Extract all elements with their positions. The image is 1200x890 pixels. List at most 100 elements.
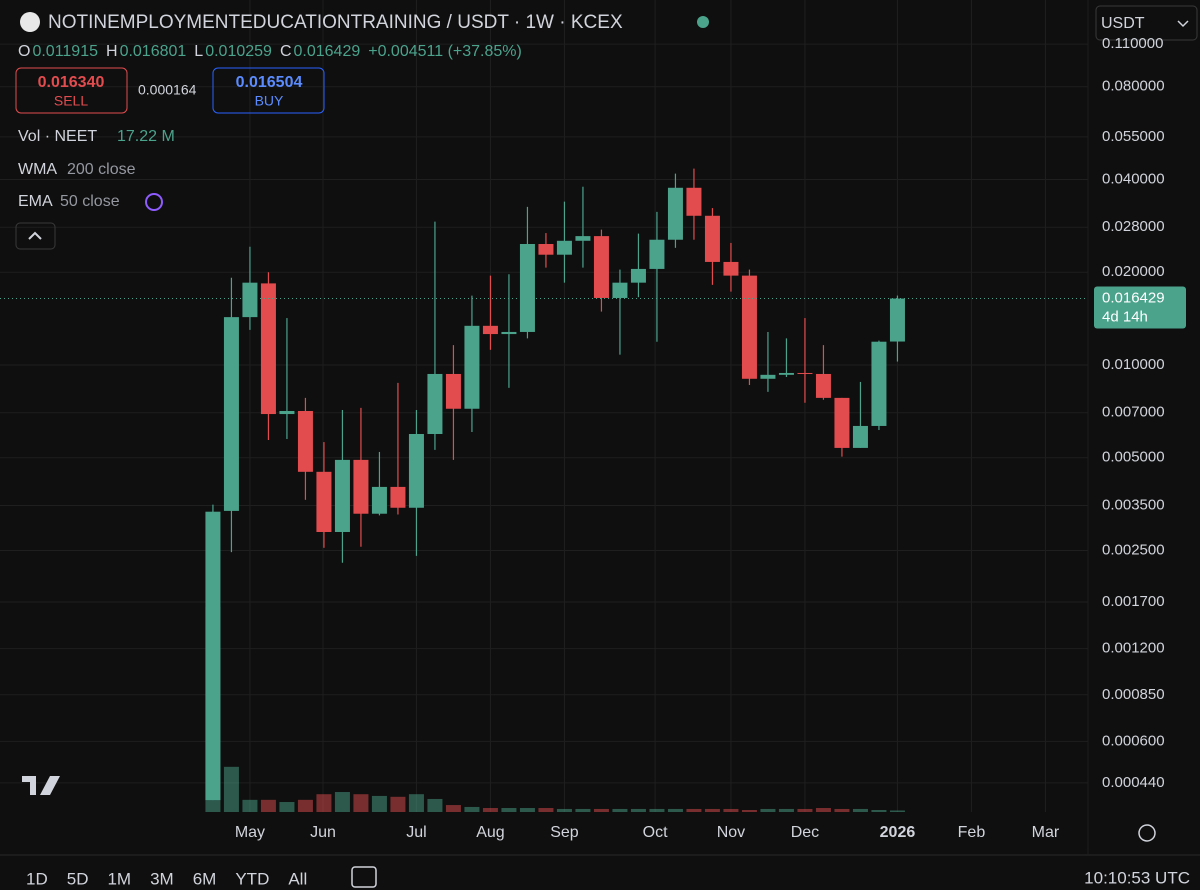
candle-body <box>760 374 776 379</box>
volume-bar <box>834 808 850 812</box>
x-tick-label: Nov <box>717 824 745 841</box>
buy-price[interactable]: 0.016504 <box>236 74 303 91</box>
indicator-value: 50 close <box>60 193 120 210</box>
symbol: NOTINEMPLOYMENTEDUCATIONTRAINING / USDT … <box>48 12 623 33</box>
candle-body <box>464 325 480 409</box>
collapse-icon <box>28 231 42 240</box>
y-tick-label: 0.001700 <box>1102 593 1165 610</box>
range-button[interactable]: 3M <box>150 869 174 888</box>
candle-body <box>297 410 313 472</box>
volume-bar <box>371 795 387 812</box>
volume-bar <box>852 808 868 812</box>
clock: 10:10:53 UTC <box>1084 868 1190 887</box>
ohlc-value: 0.011915 <box>32 43 98 60</box>
volume-bar <box>538 808 554 812</box>
spread: 0.000164 <box>138 82 197 98</box>
y-tick-label: 0.010000 <box>1102 356 1165 373</box>
candle-body <box>205 511 221 801</box>
x-tick-label: Oct <box>643 824 668 841</box>
volume-bar <box>242 799 258 812</box>
volume-bar <box>649 808 665 812</box>
sell-button[interactable] <box>15 67 128 114</box>
buy-label[interactable]: BUY <box>255 93 284 109</box>
range-button[interactable]: YTD <box>235 869 269 888</box>
y-tick-label: 0.001200 <box>1102 640 1165 657</box>
ohlc-key: C <box>280 43 292 60</box>
range-button[interactable]: All <box>288 869 307 888</box>
x-tick-label: Jun <box>310 824 336 841</box>
volume-bar <box>297 799 313 812</box>
y-tick-label: 0.028000 <box>1102 218 1165 235</box>
sell-price[interactable]: 0.016340 <box>38 74 105 91</box>
last-price-box <box>1094 286 1186 329</box>
indicator-name[interactable]: EMA <box>18 193 53 210</box>
ohlc-key: H <box>106 43 118 60</box>
currency-select[interactable] <box>1095 5 1198 41</box>
candle-body <box>316 471 332 532</box>
volume-bar <box>723 808 739 812</box>
y-tick-label: 0.020000 <box>1102 263 1165 280</box>
indicator-name[interactable]: WMA <box>18 161 57 178</box>
candle-body <box>353 459 369 514</box>
buy-button[interactable] <box>212 67 325 114</box>
candle-body <box>612 282 628 298</box>
y-tick-label: 0.080000 <box>1102 78 1165 95</box>
volume-bar <box>223 766 239 812</box>
sell-label[interactable]: SELL <box>54 93 88 109</box>
logo <box>22 776 60 795</box>
y-tick-label: 0.002500 <box>1102 541 1165 558</box>
y-tick-label: 0.007000 <box>1102 404 1165 421</box>
change: +0.004511 (+37.85%) <box>368 43 522 60</box>
volume-bar <box>612 808 628 812</box>
candle-body <box>630 268 646 283</box>
volume-bar <box>556 808 572 812</box>
settings-icon[interactable] <box>1138 824 1156 842</box>
candle-body <box>334 459 350 532</box>
ohlc-value: 0.016429 <box>294 43 361 60</box>
y-tick-label: 0.003500 <box>1102 496 1165 513</box>
y-tick-label: 0.040000 <box>1102 170 1165 187</box>
volume-bar <box>501 808 517 812</box>
volume-bar <box>575 808 591 812</box>
volume-bar <box>760 808 776 812</box>
volume-bar <box>316 794 332 812</box>
volume-bar <box>408 794 424 812</box>
candle-body <box>797 372 813 374</box>
calendar-icon[interactable] <box>351 866 377 888</box>
range-button[interactable]: 6M <box>193 869 217 888</box>
volume-bar <box>390 796 406 812</box>
collapse-button[interactable] <box>15 222 56 250</box>
volume-bar <box>279 802 295 812</box>
candle-body <box>482 325 498 335</box>
candle-body <box>279 410 295 415</box>
x-tick-label: Jul <box>406 824 426 841</box>
range-button[interactable]: 1D <box>26 869 48 888</box>
y-tick-label: 0.055000 <box>1102 128 1165 145</box>
y-tick-label: 0.005000 <box>1102 449 1165 466</box>
x-tick-label: Feb <box>958 824 986 841</box>
volume-bar <box>353 794 369 812</box>
loading-icon <box>145 193 163 211</box>
volume-bar <box>334 792 350 812</box>
candle-body <box>445 373 461 409</box>
candle-body <box>501 331 517 335</box>
volume-bar <box>741 810 757 812</box>
volume-bar <box>686 808 702 812</box>
symbol-icon <box>20 12 40 32</box>
x-tick-label: May <box>235 824 265 841</box>
candle-body <box>519 243 535 332</box>
candle-body <box>778 372 794 375</box>
indicator-name[interactable]: Vol · NEET <box>18 128 97 145</box>
candle-body <box>741 275 757 379</box>
range-button[interactable]: 5D <box>67 869 89 888</box>
candle-body <box>538 243 554 255</box>
candle-body <box>427 373 443 434</box>
y-tick-label: 0.000850 <box>1102 686 1165 703</box>
candle-body <box>390 486 406 508</box>
candle-body <box>704 215 720 262</box>
volume-bar <box>464 806 480 812</box>
y-tick-label: 0.110000 <box>1102 35 1163 52</box>
currency[interactable]: USDT <box>1101 15 1145 32</box>
range-button[interactable]: 1M <box>107 869 131 888</box>
